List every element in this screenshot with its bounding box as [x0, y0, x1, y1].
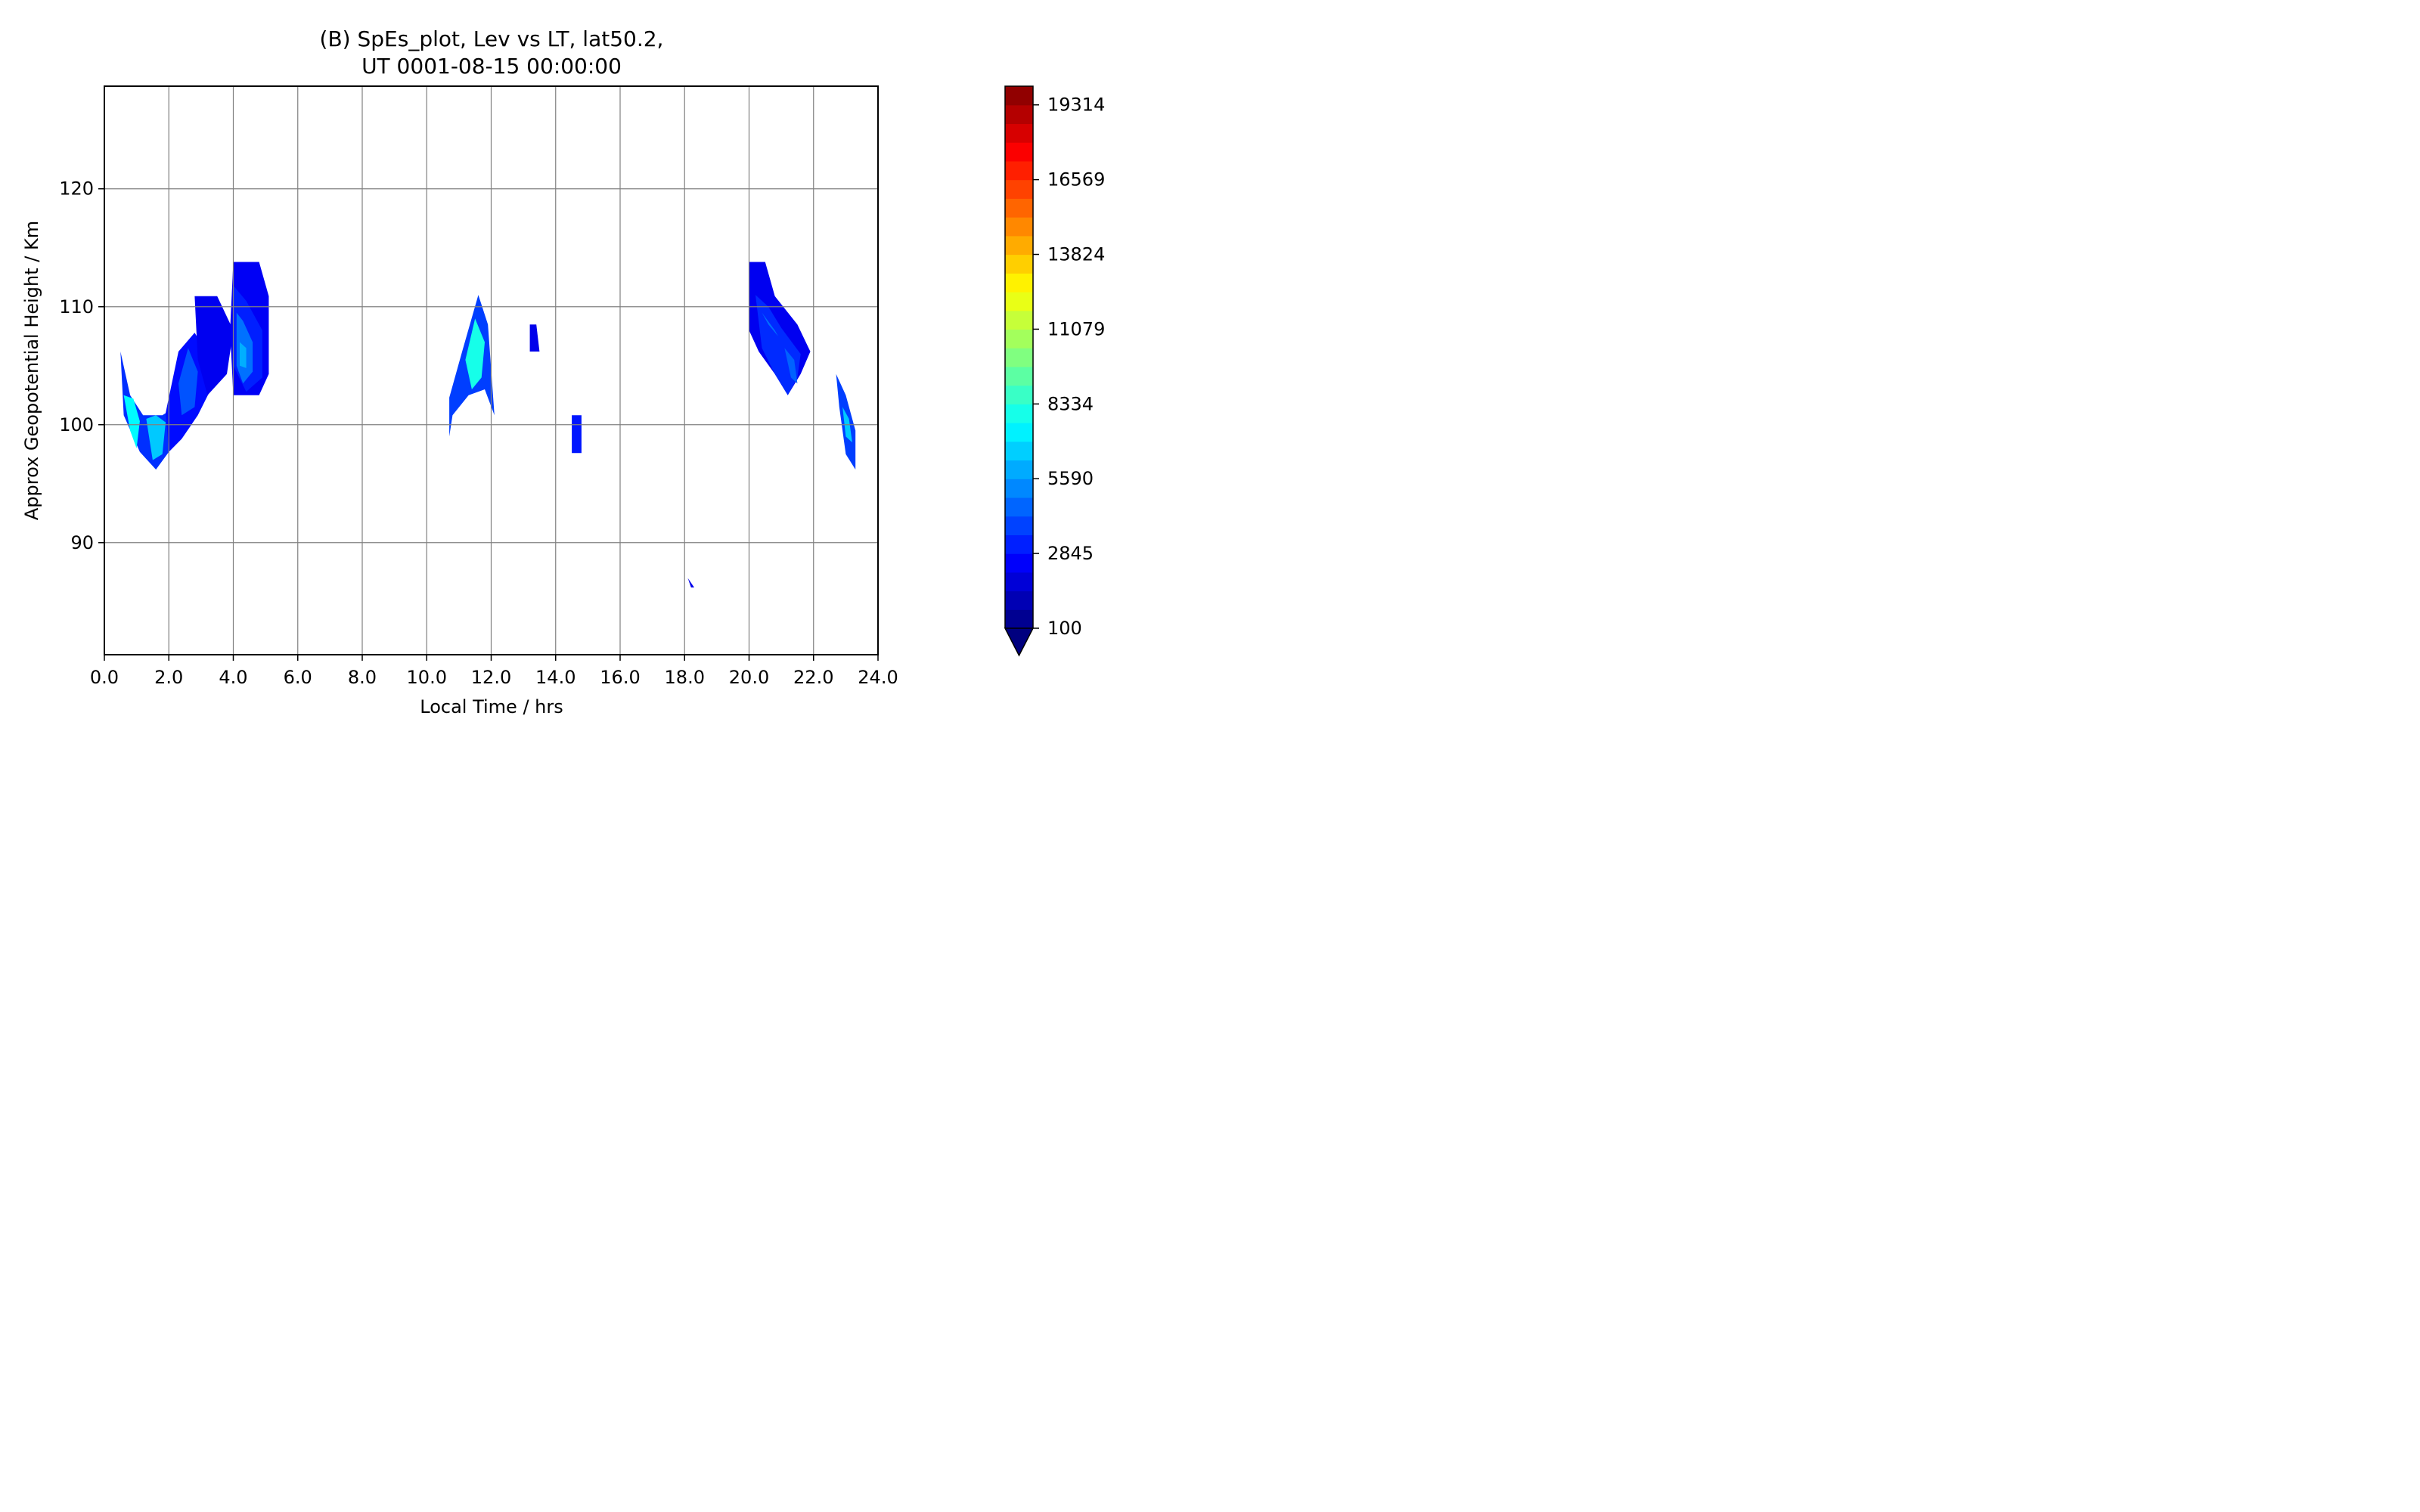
colorbar-band — [1005, 86, 1033, 106]
contour-region — [572, 415, 582, 454]
colorbar-band — [1005, 217, 1033, 237]
colorbar-band — [1005, 366, 1033, 386]
colorbar-band — [1005, 291, 1033, 311]
colorbar-band — [1005, 423, 1033, 442]
colorbar-tick-label: 5590 — [1047, 468, 1094, 489]
colorbar-extend-arrow — [1004, 627, 1035, 657]
x-tick-label: 12.0 — [471, 667, 511, 688]
colorbar-tick-label: 13824 — [1047, 244, 1105, 265]
colorbar-band — [1005, 609, 1033, 629]
colorbar-band — [1005, 142, 1033, 162]
colorbar-band — [1005, 348, 1033, 367]
contour-region — [687, 578, 694, 588]
colorbar-band — [1005, 572, 1033, 592]
colorbar-band — [1005, 497, 1033, 517]
x-axis-label: Local Time / hrs — [420, 696, 563, 717]
chart-svg: (B) SpEs_plot, Lev vs LT, lat50.2, UT 00… — [21, 26, 1105, 717]
y-tick-label: 110 — [59, 296, 94, 318]
contour-region — [529, 324, 540, 352]
contour-region — [178, 348, 198, 416]
contour-region — [465, 318, 485, 389]
colorbar-band — [1005, 179, 1033, 199]
colorbar-tick-label: 16569 — [1047, 169, 1105, 191]
colorbar-band — [1005, 160, 1033, 181]
x-tick-label: 24.0 — [858, 667, 898, 688]
x-tick-label: 16.0 — [600, 667, 640, 688]
y-tick-label: 100 — [59, 414, 94, 435]
chart-title-line1: (B) SpEs_plot, Lev vs LT, lat50.2, — [320, 26, 664, 51]
y-tick-label: 90 — [70, 532, 94, 553]
contour-region — [762, 312, 778, 336]
colorbar-band — [1005, 104, 1033, 125]
y-tick-label: 120 — [59, 178, 94, 200]
contour-region — [784, 348, 798, 384]
colorbar-band — [1005, 273, 1033, 293]
y-axis-ticks: 90 100 110 120 — [59, 178, 104, 553]
colorbar-tick-label: 100 — [1047, 618, 1082, 639]
colorbar-tick-label: 19314 — [1047, 94, 1105, 116]
x-tick-label: 4.0 — [219, 667, 247, 688]
x-tick-label: 20.0 — [729, 667, 769, 688]
colorbar-frame — [1004, 85, 1034, 628]
colorbar-band — [1005, 123, 1033, 143]
x-tick-label: 10.0 — [407, 667, 447, 688]
colorbar-band — [1005, 310, 1033, 330]
colorbar-band — [1005, 460, 1033, 479]
x-tick-label: 0.0 — [90, 667, 119, 688]
colorbar-band — [1005, 254, 1033, 274]
x-tick-label: 22.0 — [793, 667, 833, 688]
x-tick-label: 14.0 — [535, 667, 576, 688]
colorbar-band — [1005, 385, 1033, 404]
chart-title-line2: UT 0001-08-15 00:00:00 — [361, 54, 622, 79]
contour-region — [123, 395, 140, 448]
colorbar-band — [1005, 235, 1033, 256]
colorbar-band — [1005, 534, 1033, 554]
colorbar-band — [1005, 590, 1033, 610]
colorbar-tick-label: 2845 — [1047, 543, 1094, 564]
x-tick-label: 8.0 — [348, 667, 377, 688]
contour-region — [194, 296, 234, 395]
colorbar-band — [1005, 516, 1033, 535]
colorbar-band — [1005, 329, 1033, 349]
colorbar-band — [1005, 198, 1033, 218]
y-axis-label: Approx Geopotential Height / Km — [21, 221, 42, 520]
colorbar-band — [1005, 553, 1033, 573]
colorbar-band — [1005, 404, 1033, 423]
contour-region — [146, 415, 166, 460]
contour-regions — [120, 262, 856, 588]
x-axis-ticks: 0.0 2.0 4.0 6.0 8.0 10.0 12.0 14.0 16.0 18.0 20.0 2… — [90, 655, 898, 688]
contour-region — [240, 342, 247, 368]
colorbar-tick-label: 8334 — [1047, 393, 1094, 414]
colorbar-band — [1005, 441, 1033, 461]
colorbar: 100 2845 5590 8334 11079 13824 16569 19314 — [1004, 85, 1105, 657]
x-tick-label: 2.0 — [154, 667, 183, 688]
x-tick-label: 18.0 — [665, 667, 705, 688]
colorbar-tick-label: 11079 — [1047, 318, 1105, 339]
colorbar-band — [1005, 479, 1033, 498]
x-tick-label: 6.0 — [284, 667, 312, 688]
